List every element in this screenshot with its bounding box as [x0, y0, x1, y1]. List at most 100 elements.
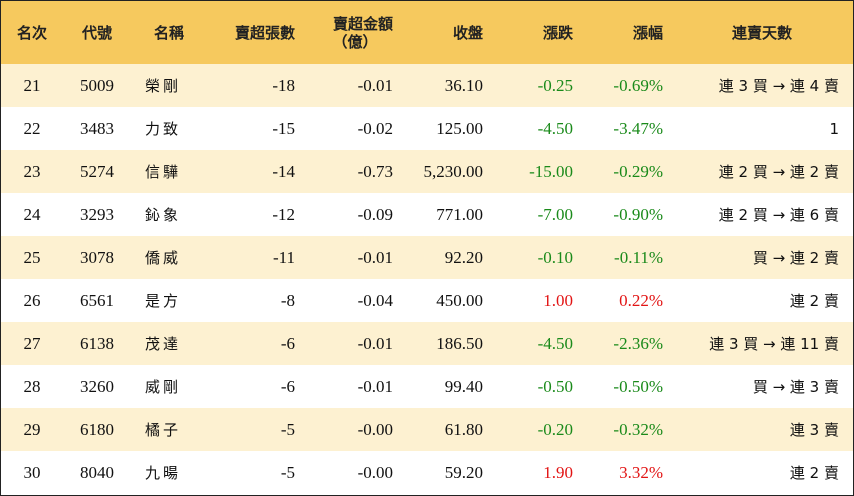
sell-streak-cell: 買 → 連 2 賣 [752, 249, 839, 267]
table-row[interactable]: 24 3293 鈊象 -12 -0.09 771.00 -7.00 -0.90% 連 2 買 →… [1, 193, 853, 236]
table-body: 21 5009 榮剛 -18 -0.01 36.10 -0.25 -0.69% 連 3 買 → … [1, 64, 853, 494]
close-price-cell: 99.40 [444, 376, 483, 396]
net-sell-lots-cell: -14 [272, 161, 295, 181]
price-change-cell: -0.50 [537, 376, 573, 396]
header-net-sell-amount[interactable]: 賣超金額 （億） [303, 1, 401, 64]
rank-cell: 24 [23, 204, 41, 224]
sell-streak-cell: 連 2 賣 [789, 292, 839, 310]
net-sell-amount-cell: -0.04 [357, 290, 393, 310]
stock-code-cell: 5009 [80, 75, 114, 95]
stock-code-cell: 6138 [80, 333, 114, 353]
table-row[interactable]: 22 3483 力致 -15 -0.02 125.00 -4.50 -3.47% 1 [1, 107, 853, 150]
rank-cell: 21 [23, 75, 41, 95]
net-sell-lots-cell: -11 [272, 247, 295, 267]
price-change-cell: -0.10 [537, 247, 573, 267]
table-row[interactable]: 21 5009 榮剛 -18 -0.01 36.10 -0.25 -0.69% 連 3 買 → … [1, 64, 853, 107]
header-net-sell-lots[interactable]: 賣超張數 [234, 23, 295, 42]
net-sell-lots-cell: -8 [280, 290, 295, 310]
close-price-cell: 450.00 [436, 290, 483, 310]
net-sell-amount-cell: -0.02 [357, 118, 393, 138]
change-percent-cell: -0.90% [613, 204, 663, 224]
close-price-cell: 771.00 [436, 204, 483, 224]
stock-code-cell: 8040 [80, 462, 114, 482]
header-name[interactable]: 名稱 [153, 23, 184, 42]
rank-cell: 30 [23, 462, 41, 482]
stock-name-cell: 茂達 [145, 335, 182, 353]
change-percent-cell: -0.50% [613, 376, 663, 396]
change-percent-cell: -0.29% [613, 161, 663, 181]
rank-cell: 23 [23, 161, 41, 181]
price-change-cell: -15.00 [529, 161, 573, 181]
close-price-cell: 61.80 [444, 419, 483, 439]
table-row[interactable]: 29 6180 橘子 -5 -0.00 61.80 -0.20 -0.32% 連 3 賣 [1, 408, 853, 451]
header-rank[interactable]: 名次 [16, 23, 47, 42]
rank-cell: 26 [23, 290, 41, 310]
change-percent-cell: 3.32% [619, 462, 663, 482]
stock-name-cell: 橘子 [145, 421, 182, 439]
header-sell-streak-days[interactable]: 連賣天數 [731, 23, 792, 42]
price-change-cell: -4.50 [537, 333, 573, 353]
net-sell-amount-cell: -0.09 [357, 204, 393, 224]
close-price-cell: 92.20 [444, 247, 483, 267]
price-change-cell: 1.90 [543, 462, 573, 482]
net-sell-amount-cell: -0.00 [357, 419, 393, 439]
net-sell-lots-cell: -6 [280, 376, 295, 396]
stock-code-cell: 5274 [80, 161, 114, 181]
stock-name-cell: 信驊 [145, 163, 182, 181]
stock-code-cell: 3293 [80, 204, 114, 224]
price-change-cell: -0.25 [537, 75, 573, 95]
sell-streak-cell: 買 → 連 3 賣 [752, 378, 839, 396]
net-sell-amount-cell: -0.01 [357, 75, 393, 95]
rank-cell: 29 [23, 419, 41, 439]
change-percent-cell: -0.11% [614, 247, 663, 267]
header-change[interactable]: 漲跌 [542, 23, 573, 42]
net-sell-amount-cell: -0.01 [357, 333, 393, 353]
price-change-cell: -4.50 [537, 118, 573, 138]
rank-cell: 27 [23, 333, 41, 353]
stock-name-cell: 是方 [145, 292, 182, 310]
table-row[interactable]: 23 5274 信驊 -14 -0.73 5,230.00 -15.00 -0.29% 連 2 … [1, 150, 853, 193]
header-close[interactable]: 收盤 [452, 23, 483, 42]
net-sell-lots-cell: -5 [280, 419, 295, 439]
price-change-cell: -7.00 [537, 204, 573, 224]
stock-code-cell: 3483 [80, 118, 114, 138]
stock-name-cell: 僑威 [145, 249, 182, 267]
change-percent-cell: -0.32% [613, 419, 663, 439]
table-row[interactable]: 28 3260 威剛 -6 -0.01 99.40 -0.50 -0.50% 買 → 連 3 賣 [1, 365, 853, 408]
stock-name-cell: 力致 [145, 120, 182, 138]
sell-streak-cell: 連 2 賣 [789, 464, 839, 482]
stock-name-cell: 榮剛 [145, 77, 182, 95]
header-change-pct[interactable]: 漲幅 [632, 23, 663, 42]
sell-streak-cell: 連 3 買 → 連 4 賣 [718, 77, 839, 95]
header-net-sell-amount-unit: （億） [332, 32, 378, 51]
table-row[interactable]: 30 8040 九暘 -5 -0.00 59.20 1.90 3.32% 連 2 賣 [1, 451, 853, 494]
stock-code-cell: 3260 [80, 376, 114, 396]
header-net-sell-amount-line1: 賣超金額 [332, 14, 393, 33]
stock-code-cell: 6561 [80, 290, 114, 310]
change-percent-cell: 0.22% [619, 290, 663, 310]
price-change-cell: 1.00 [543, 290, 573, 310]
header-code[interactable]: 代號 [81, 23, 112, 42]
stock-name-cell: 九暘 [145, 464, 182, 482]
net-sell-lots-cell: -15 [272, 118, 295, 138]
net-sell-lots-cell: -5 [280, 462, 295, 482]
close-price-cell: 125.00 [436, 118, 483, 138]
stock-name-cell: 威剛 [145, 378, 182, 396]
table-row[interactable]: 27 6138 茂達 -6 -0.01 186.50 -4.50 -2.36% 連 3 買 → … [1, 322, 853, 365]
table-row[interactable]: 25 3078 僑威 -11 -0.01 92.20 -0.10 -0.11% 買 → 連 2 … [1, 236, 853, 279]
rank-cell: 25 [23, 247, 41, 267]
stock-name-cell: 鈊象 [145, 206, 182, 224]
stock-code-cell: 3078 [80, 247, 114, 267]
sell-streak-cell: 連 2 買 → 連 2 賣 [718, 163, 839, 181]
change-percent-cell: -3.47% [613, 118, 663, 138]
table-header-row: 名次 代號 名稱 賣超張數 賣超金額 （億） 收盤 漲跌 漲幅 連賣天數 [1, 1, 853, 64]
net-sell-lots-cell: -12 [272, 204, 295, 224]
sell-streak-cell: 連 3 買 → 連 11 賣 [709, 335, 839, 353]
table-row[interactable]: 26 6561 是方 -8 -0.04 450.00 1.00 0.22% 連 2 賣 [1, 279, 853, 322]
net-sell-amount-cell: -0.01 [357, 247, 393, 267]
close-price-cell: 59.20 [444, 462, 483, 482]
sell-streak-cell: 連 3 賣 [789, 421, 839, 439]
stock-code-cell: 6180 [80, 419, 114, 439]
